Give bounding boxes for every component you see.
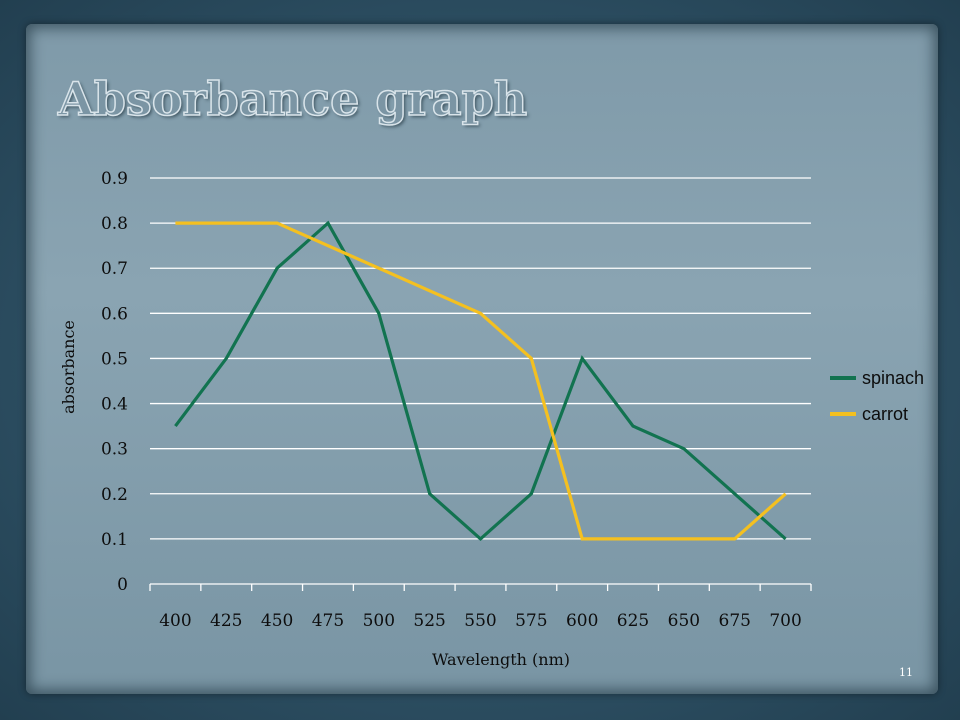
- legend: spinach carrot: [830, 368, 924, 424]
- legend-label-carrot: carrot: [862, 404, 908, 424]
- x-tick-label: 400: [159, 611, 191, 631]
- y-tick-label: 0.6: [101, 304, 128, 324]
- x-tick-label: 525: [413, 611, 445, 631]
- y-tick-label: 0.3: [101, 440, 128, 460]
- y-tick-label: 0.4: [101, 395, 128, 415]
- x-tick-label: 575: [515, 611, 547, 631]
- x-tick-label: 500: [363, 611, 395, 631]
- y-tick-label: 0: [117, 575, 128, 595]
- x-tick-label: 650: [668, 611, 700, 631]
- series-line-carrot: [175, 221, 787, 541]
- slide-title: Absorbance graph: [57, 71, 528, 127]
- legend-label-spinach: spinach: [862, 368, 924, 388]
- x-tick-label: 675: [719, 611, 751, 631]
- y-tick-label: 0.9: [101, 169, 128, 189]
- x-tick-label: 425: [210, 611, 242, 631]
- x-tick-labels: 400 425 450 475 500 525 550 575 600 625 650 675 700: [159, 611, 802, 631]
- grid-lines: [150, 177, 811, 540]
- page-number: 11: [899, 666, 913, 679]
- x-tick-label: 600: [566, 611, 598, 631]
- series-lines: [174, 220, 787, 542]
- y-tick-labels: 0 0.1 0.2 0.3 0.4 0.5 0.6 0.7 0.8 0.9: [101, 169, 128, 595]
- y-tick-label: 0.7: [101, 259, 128, 279]
- x-axis: [149, 583, 812, 591]
- x-axis-title: Wavelength (nm): [432, 650, 570, 669]
- x-tick-label: 450: [261, 611, 293, 631]
- x-tick-label: 550: [464, 611, 496, 631]
- y-axis-title: absorbance: [59, 320, 78, 414]
- y-tick-label: 0.8: [101, 214, 128, 234]
- series-line-spinach: [174, 220, 787, 542]
- x-tick-label: 700: [769, 611, 801, 631]
- x-tick-label: 475: [312, 611, 344, 631]
- y-tick-label: 0.2: [101, 485, 128, 505]
- x-tick-label: 625: [617, 611, 649, 631]
- y-tick-label: 0.5: [101, 349, 128, 369]
- y-tick-label: 0.1: [101, 530, 128, 550]
